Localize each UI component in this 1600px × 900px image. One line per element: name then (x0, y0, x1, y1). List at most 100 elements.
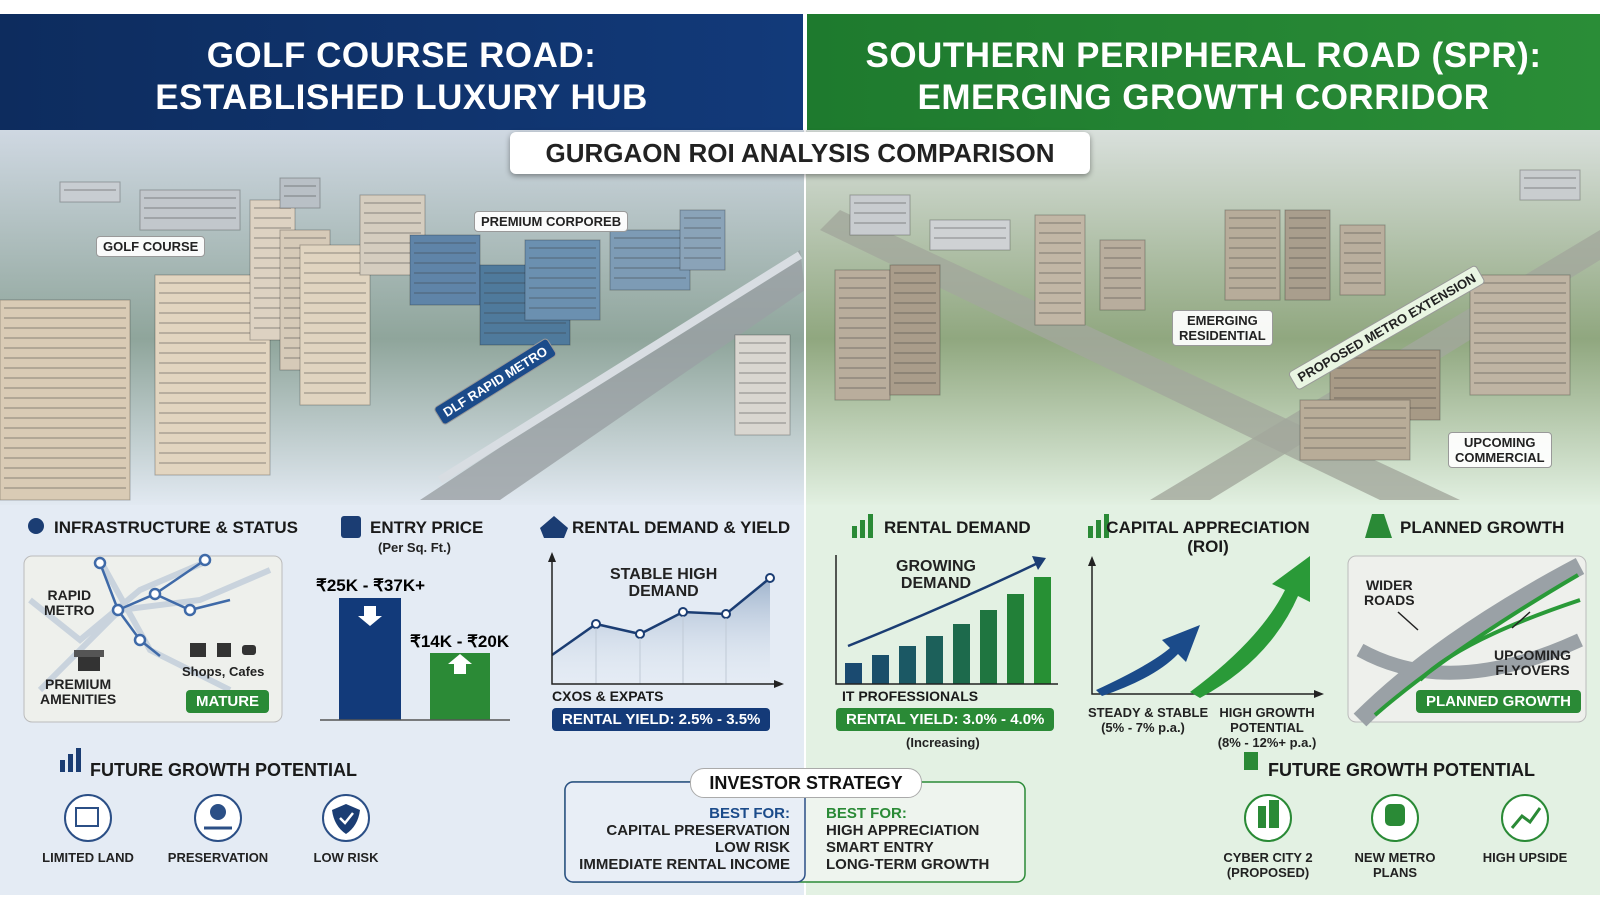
label-line: ROADS (1364, 592, 1415, 608)
building (1284, 209, 1331, 301)
label-line: DEMAND (900, 575, 972, 592)
decoration (953, 624, 970, 684)
section-title: FUTURE GROWTH POTENTIAL (1268, 760, 1535, 780)
decoration (339, 812, 354, 825)
section-title: FUTURE GROWTH POTENTIAL (90, 760, 357, 780)
decoration (75, 807, 99, 827)
decoration (1096, 625, 1200, 696)
decoration (845, 663, 862, 684)
building (0, 299, 131, 501)
decoration (678, 607, 688, 617)
header-title-line: ESTABLISHED LUXURY HUB (155, 78, 648, 117)
label-line: COMMERCIAL (1455, 450, 1545, 465)
decoration (28, 516, 568, 538)
strategy-list: BEST FOR: HIGH APPRECIATION SMART ENTRY … (826, 805, 1016, 873)
decoration (852, 514, 1392, 770)
header-title-line: SOUTHERN PERIPHERAL ROAD (SPR): (865, 36, 1542, 75)
decoration (332, 804, 360, 834)
strategy-item: LONG-TERM GROWTH (826, 856, 990, 873)
decoration (358, 606, 382, 626)
decoration (1007, 594, 1024, 684)
decoration (1353, 558, 1585, 727)
icon-label: LOW RISK (313, 850, 379, 865)
decoration (872, 655, 889, 684)
label-line: (PROPOSED) (1226, 865, 1310, 880)
panel-title: RENTAL DEMAND & YIELD (572, 518, 791, 537)
growth-label: STEADY & STABLE (5% - 7% p.a.) (1088, 705, 1208, 735)
decoration (1397, 611, 1531, 631)
status-badge: MATURE (186, 690, 270, 713)
decoration (564, 781, 806, 883)
decoration (448, 654, 472, 674)
strategy-title: INVESTOR STRATEGY (690, 768, 922, 798)
strategy-heading: BEST FOR: (709, 805, 790, 822)
decoration (845, 577, 1051, 684)
label-line: PREMIUM (45, 676, 112, 692)
photo-label: GOLF COURSE (96, 236, 206, 257)
chart-label: STABLE HIGH DEMAND (610, 566, 717, 600)
panel-subtitle: (Per Sq. Ft.) (378, 540, 451, 555)
decoration (1418, 598, 1581, 682)
building (1099, 239, 1146, 311)
building (1469, 274, 1571, 396)
trend-label: (Increasing) (906, 735, 980, 750)
decoration (835, 555, 1058, 685)
strategy-heading: BEST FOR: (826, 805, 907, 822)
decoration (1032, 556, 1046, 570)
decoration (635, 629, 645, 639)
decoration (926, 636, 943, 684)
decoration (1385, 804, 1405, 826)
strategy-item: CAPITAL PRESERVATION (606, 822, 790, 839)
decoration (1356, 633, 1583, 680)
growth-label: HIGH GROWTH POTENTIAL (8% - 12%+ p.a.) (1212, 705, 1322, 750)
panel-title: RENTAL DEMAND (884, 518, 1031, 537)
decoration (860, 520, 865, 538)
decoration (721, 609, 731, 619)
decoration (1190, 556, 1310, 698)
decoration (198, 553, 212, 567)
label-line: (5% - 7% p.a.) (1101, 720, 1185, 735)
building (59, 181, 121, 203)
price-label: ₹25K - ₹37K+ (316, 576, 426, 595)
building (1339, 224, 1386, 296)
tenant-label: CXOS & EXPATS (552, 688, 664, 704)
label-line: FLYOVERS (1495, 662, 1570, 678)
decoration (1091, 562, 1318, 695)
building (1519, 169, 1581, 201)
map-label: Shops, Cafes (182, 664, 265, 679)
decoration (183, 603, 197, 617)
decoration (868, 514, 873, 538)
decoration (76, 748, 81, 772)
status-badge: PLANNED GROWTH (1416, 690, 1581, 713)
decoration (807, 14, 1600, 130)
icon-label: LIMITED LAND (42, 850, 134, 865)
label-line: AMENITIES (40, 691, 117, 707)
building (1034, 214, 1086, 326)
header-title-line: GOLF COURSE ROAD: (206, 36, 597, 75)
building (929, 219, 1011, 251)
chart-label: GROWING DEMAND (896, 558, 976, 592)
decoration (68, 754, 73, 772)
decoration (552, 578, 770, 684)
building (1224, 209, 1281, 301)
decoration (1244, 752, 1258, 770)
decoration (591, 573, 775, 639)
label-line: EMERGING (1186, 313, 1258, 328)
decoration (1258, 806, 1266, 828)
decoration (341, 516, 361, 538)
building (409, 234, 481, 306)
tenant-label: IT PROFESSIONALS (842, 688, 979, 704)
decoration (210, 804, 226, 820)
icon-label: HIGH UPSIDE (1482, 850, 1568, 865)
decoration (1269, 800, 1279, 828)
strategy-item: LOW RISK (715, 839, 790, 856)
decoration (111, 603, 125, 617)
panel-title: ENTRY PRICE (370, 518, 484, 537)
panel-title: INFRASTRUCTURE & STATUS (54, 518, 298, 537)
decoration (591, 619, 601, 629)
banner: GURGAON ROI ANALYSIS COMPARISON (510, 132, 1090, 174)
panel-title: CAPITAL APPRECIATION (ROI) (1088, 518, 1328, 556)
label-line: PLANS (1372, 865, 1418, 880)
